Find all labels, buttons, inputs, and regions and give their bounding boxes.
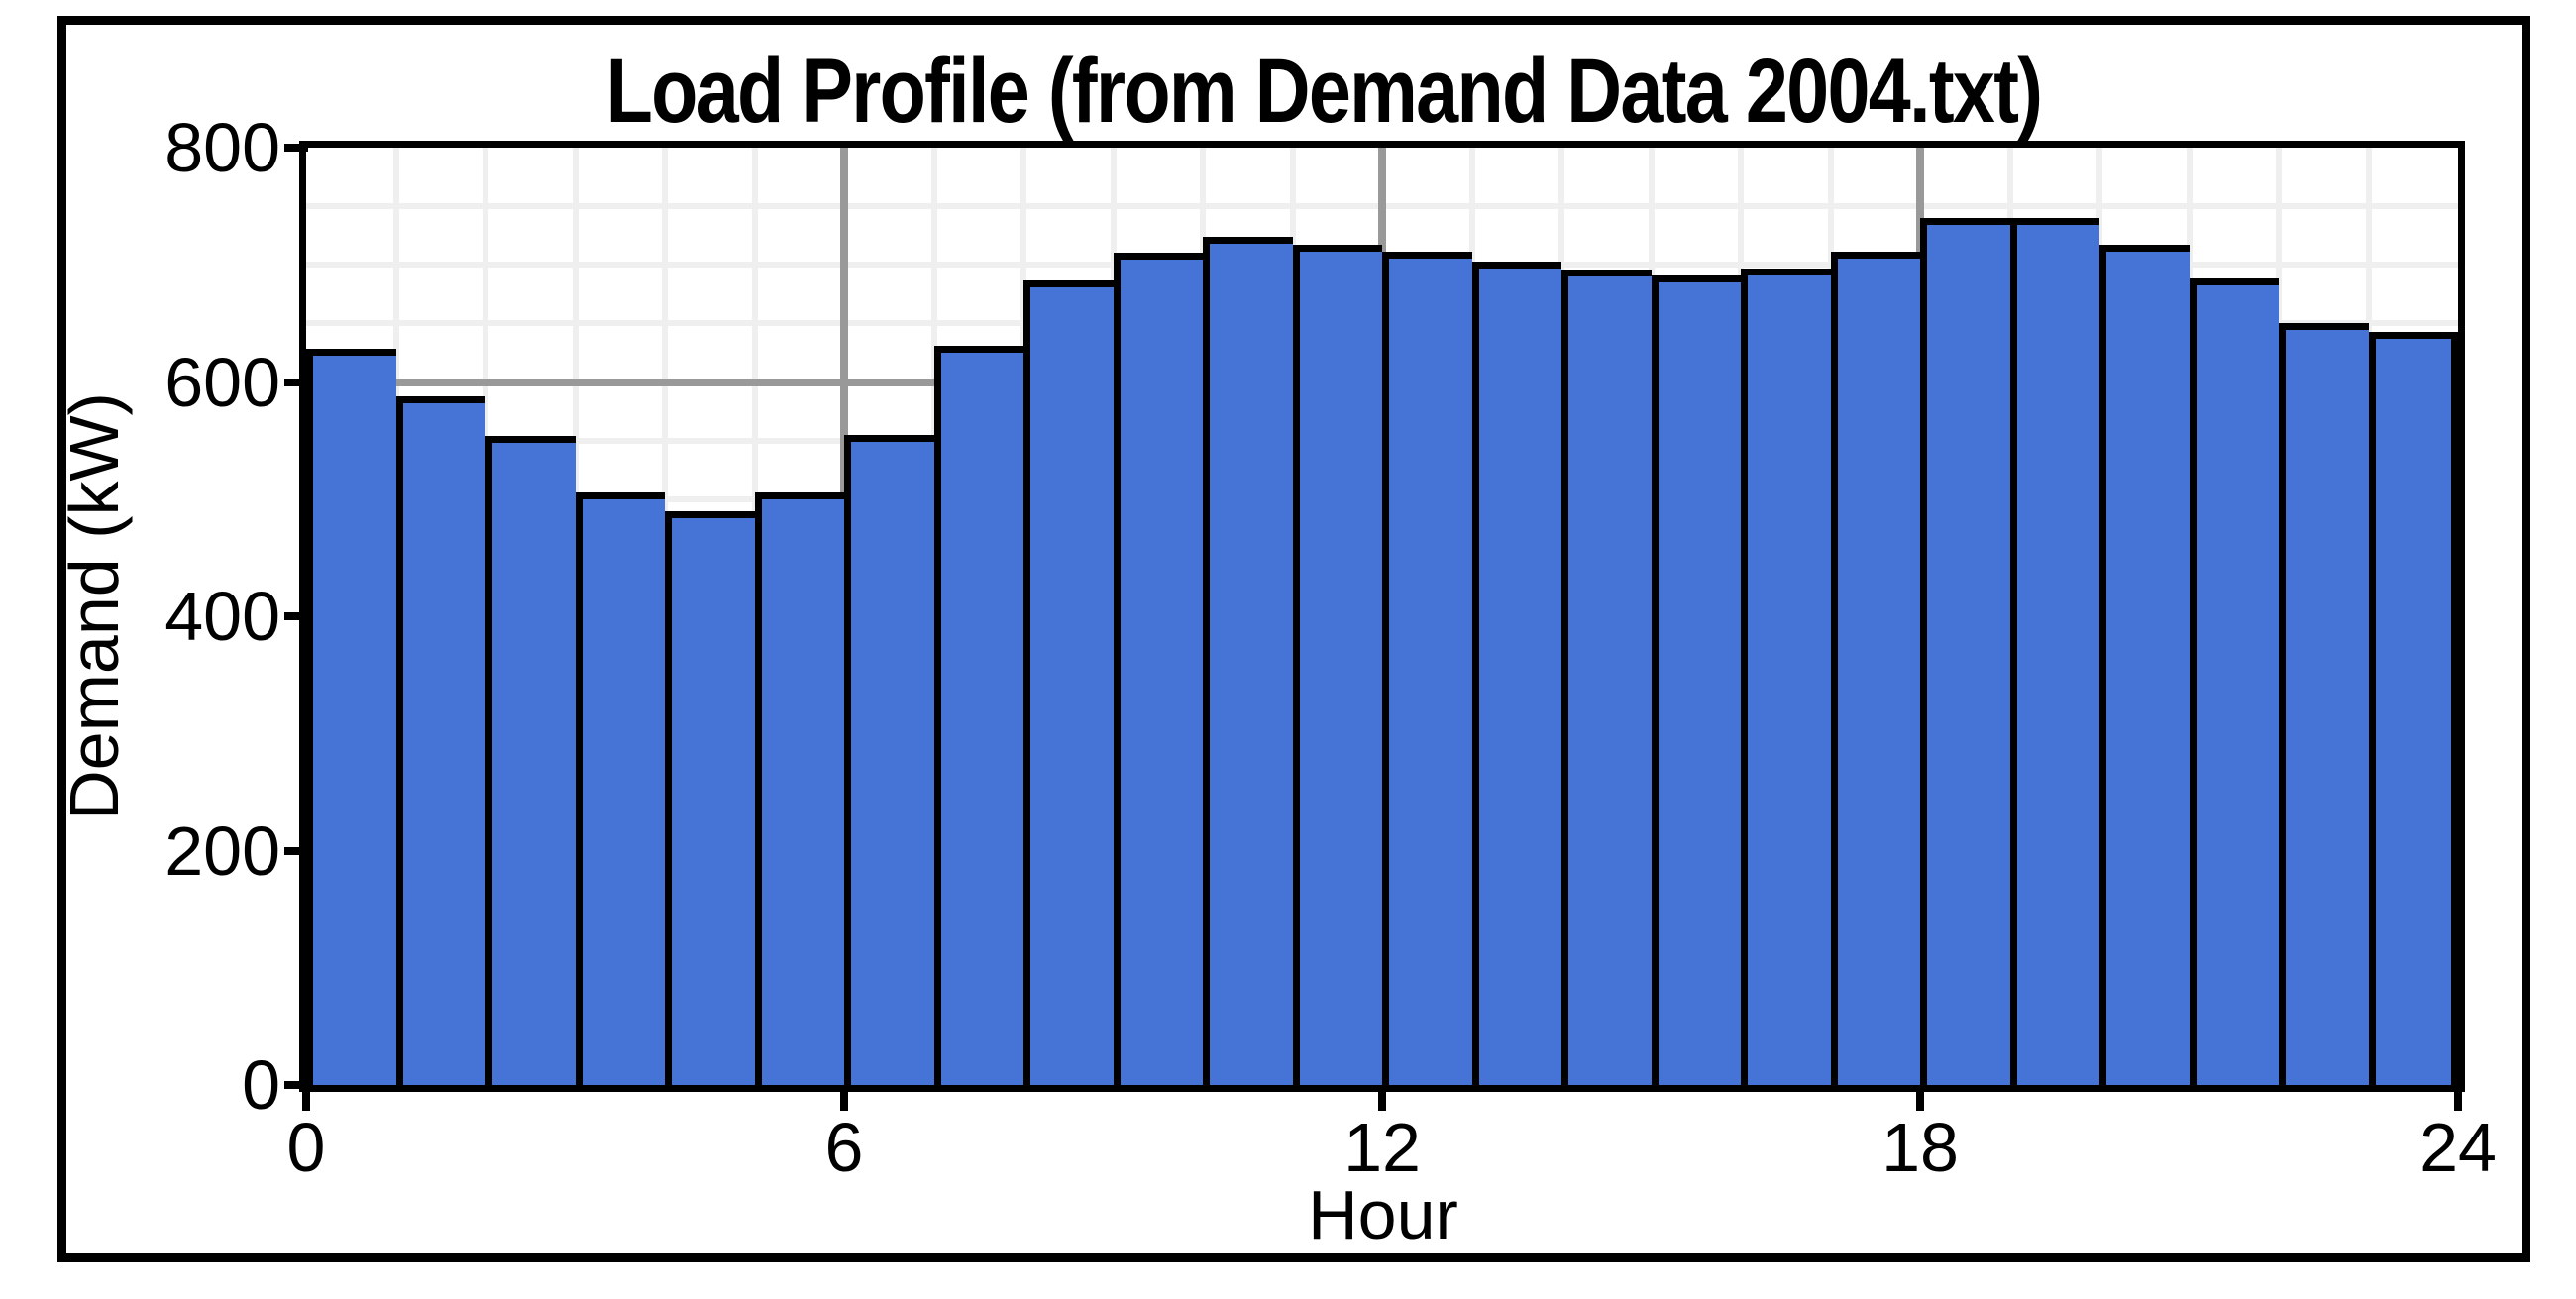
x-tick <box>302 1085 310 1111</box>
bar-hour-14 <box>1561 269 1652 1085</box>
y-tick <box>284 612 308 620</box>
bar-hour-13 <box>1471 261 1561 1085</box>
y-tick-label: 800 <box>164 109 280 186</box>
x-tick-label: 18 <box>1881 1109 1959 1186</box>
x-tick <box>1916 1085 1924 1111</box>
bar-hour-3 <box>575 491 665 1085</box>
bar-hour-0 <box>306 349 396 1085</box>
y-tick <box>284 378 308 386</box>
bar-hour-17 <box>1830 252 1920 1085</box>
bar-hour-12 <box>1382 252 1472 1085</box>
bar-hour-22 <box>2279 323 2369 1085</box>
bar-hour-18 <box>1920 217 2010 1085</box>
bar-hour-7 <box>933 345 1023 1085</box>
x-tick <box>840 1085 848 1111</box>
y-tick <box>284 144 308 152</box>
bar-hour-8 <box>1023 279 1114 1085</box>
bar-hour-4 <box>665 510 755 1085</box>
x-axis-title: Hour <box>1308 1176 1458 1253</box>
chart-title: Load Profile (from Demand Data 2004.txt) <box>605 41 2043 142</box>
bar-hour-5 <box>754 491 844 1085</box>
y-tick <box>284 846 308 855</box>
bar-hour-15 <box>1651 274 1741 1085</box>
bar-hour-11 <box>1292 245 1382 1085</box>
plot-area <box>299 141 2465 1092</box>
x-tick-label: 0 <box>286 1109 326 1186</box>
y-tick-label: 0 <box>242 1046 280 1124</box>
x-tick-label: 24 <box>2419 1109 2497 1186</box>
y-tick-label: 200 <box>164 812 280 890</box>
x-tick-label: 6 <box>824 1109 864 1186</box>
bar-hour-2 <box>485 435 576 1085</box>
bar-hour-6 <box>844 434 934 1085</box>
y-tick <box>284 1081 308 1089</box>
x-tick <box>1378 1085 1386 1111</box>
bar-hour-19 <box>2009 217 2099 1085</box>
bar-hour-10 <box>1203 236 1293 1085</box>
bar-hour-21 <box>2189 278 2279 1085</box>
bar-hour-1 <box>395 395 485 1085</box>
bar-hour-23 <box>2368 331 2458 1085</box>
x-tick-label: 12 <box>1343 1109 1421 1186</box>
x-tick <box>2454 1085 2462 1111</box>
bar-hour-20 <box>2099 245 2190 1085</box>
y-tick-label: 600 <box>164 343 280 421</box>
bar-hour-9 <box>1113 253 1203 1085</box>
y-tick-label: 400 <box>164 578 280 655</box>
bar-hour-16 <box>1741 268 1831 1085</box>
